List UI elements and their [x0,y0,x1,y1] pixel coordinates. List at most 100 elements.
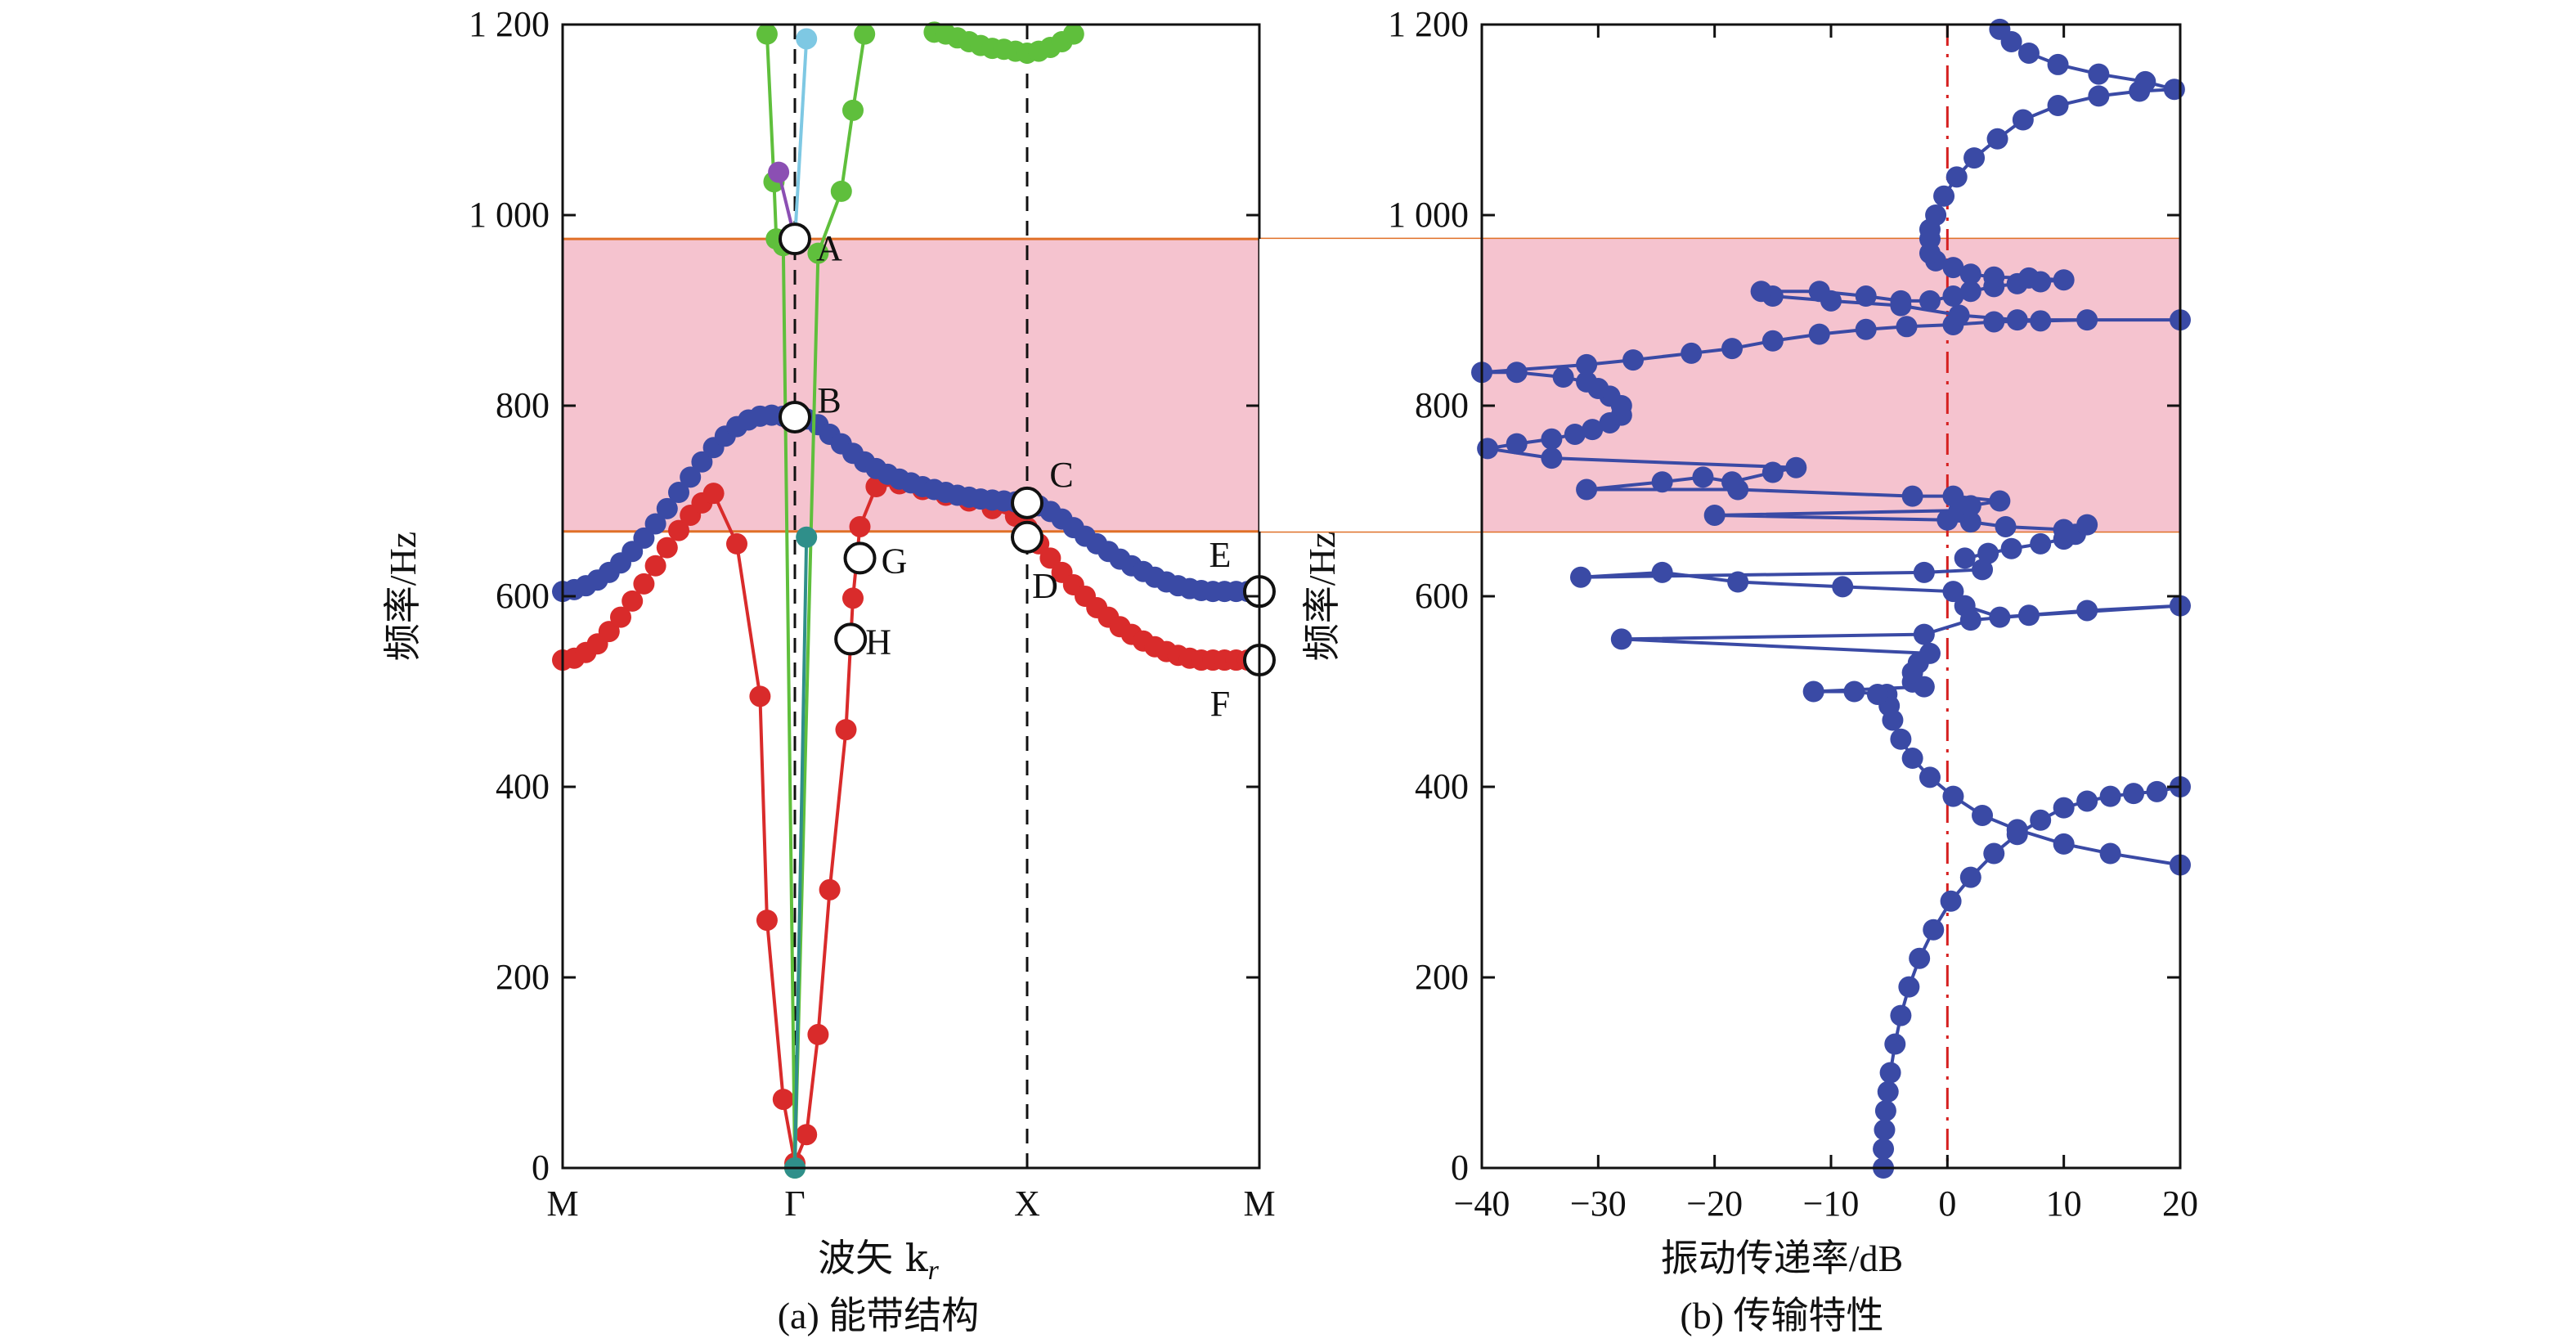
band-point [796,526,818,548]
transmission-point [1977,542,1999,564]
transmission-point [2006,309,2028,331]
transmission-point [1945,166,1968,188]
transmission-point [1901,748,1923,770]
marked-point-label-e: E [1209,535,1232,575]
transmission-point [1703,504,1726,526]
transmission-point [1873,1138,1895,1160]
transmission-point [2053,269,2075,291]
transmission-point [1569,566,1591,588]
marked-point-label-b: B [817,380,841,420]
transmission-point [1576,478,1598,501]
panel-a-frame [561,23,1261,1170]
transmission-point [1884,1033,1906,1055]
transmission-point [1942,257,1964,279]
transmission-point [1933,185,1955,207]
band-point [749,685,771,707]
y-tick-label: 200 [496,957,550,997]
transmission-point [1727,571,1749,593]
band-point [668,519,689,541]
band-line [793,38,809,240]
transmission-point [2088,63,2110,85]
panel-b-transmission: 0 200 400 600 800 1 000 1 200 −40 −30 −20 −10 0 10 2… [1259,4,2198,1336]
y-tick-label: 0 [532,1148,550,1188]
y-tick-label: 600 [496,576,550,616]
y-tick-label: 1 000 [469,195,550,235]
marked-point-label-a: A [816,228,842,268]
transmission-point [1750,281,1772,303]
marked-point-d [1011,520,1043,554]
band-point [756,910,778,932]
y-tick-label: 800 [496,385,550,425]
transmission-point [1874,1119,1896,1141]
transmission-point [1890,1004,1912,1026]
band-point [644,513,666,535]
marked-point-g [843,541,877,575]
transmission-point [1909,947,1931,969]
band-point [668,482,689,504]
vertical-dashed-lines [793,25,1029,1168]
transmission-point [1651,471,1673,493]
transmission-point [1622,349,1645,371]
band-point [1039,547,1061,569]
y-tick-label: 400 [1415,766,1469,806]
transmission-point [1692,466,1714,488]
y-tick-label: 1 000 [1388,195,1469,235]
band-point [726,532,747,555]
panel-a-x-axis-title: 波矢 kr [818,1236,940,1286]
band-point [807,1023,829,1045]
transmission-point [2123,783,2145,805]
transmission-point [1940,890,1962,912]
transmission-point [1896,316,1918,338]
transmission-point [1983,842,2005,865]
band-point [819,878,841,901]
panel-b-y-ticks: 0 200 400 600 800 1 000 1 200 [1388,4,2180,1188]
band-point [622,590,644,612]
band-line [793,537,809,1169]
transmission-point [1610,628,1632,650]
x-tick-label: M [1243,1184,1275,1224]
transmission-point [1582,419,1604,441]
band-point [772,1089,794,1111]
transmission-point [1923,919,1945,941]
transmission-point [1942,581,1964,603]
dispersion-curves [552,21,1270,1179]
transmission-point [2017,604,2040,627]
band-point [842,99,864,121]
marked-point-b [779,400,811,433]
transmission-series-1 [1471,18,2191,876]
panel-b-y-axis-title: 频率/Hz [1301,532,1343,661]
transmission-point [2163,79,2185,101]
panel-a-band-structure: A B C D E F G H 0 200 400 600 800 1 000 1 200 M Γ X M 频率… [382,4,2182,1336]
band-point [656,497,678,519]
transmission-point [2047,95,2069,117]
y-tick-label: 0 [1451,1148,1469,1188]
panel-a-x-axis-title-main: 波矢 k [818,1236,929,1280]
x-tick-label: Γ [784,1184,805,1224]
transmission-point [1866,683,1888,705]
transmission-point [2030,532,2052,555]
transmission-point [2076,514,2098,536]
marked-point-label-f: F [1210,684,1230,724]
transmission-point [2012,109,2034,131]
transmission-point [1942,485,1964,507]
transmission-point [1942,285,1964,308]
band-point [849,515,871,537]
transmission-point [1808,281,1830,303]
transmission-point [2099,842,2121,865]
band-point [796,1124,818,1146]
marked-point-c [1011,486,1043,519]
y-tick-label: 1 200 [469,4,550,44]
transmission-point [1983,266,2005,288]
x-tick-label: X [1014,1184,1040,1224]
transmission-point [1832,576,1854,598]
marked-point-label-c: C [1049,455,1073,495]
transmission-point [2017,42,2040,64]
panel-a-x-axis-title-subscript: r [928,1255,940,1286]
y-tick-label: 600 [1415,576,1469,616]
transmission-point [1898,976,1920,998]
band-point [610,606,631,628]
transmission-point [1959,495,1981,517]
transmission-point [1989,18,2011,40]
x-tick-label: 20 [2162,1184,2198,1224]
marked-point-h [834,622,868,656]
